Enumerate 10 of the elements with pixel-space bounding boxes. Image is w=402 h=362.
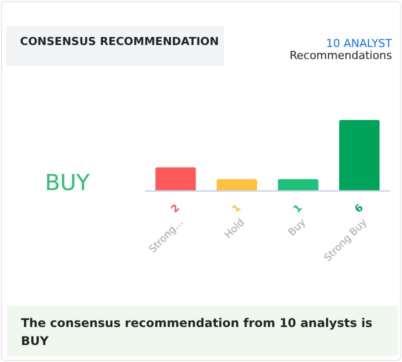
- text: BUY: [45, 171, 90, 196]
- data-label: 6: [353, 202, 366, 216]
- x-tick-label: Buy: [286, 217, 308, 238]
- text: The consensus recommendation from 10 analysts is BUY: [7, 306, 398, 356]
- text: 10 ANALYST: [326, 37, 392, 50]
- data-label: 1: [230, 202, 244, 216]
- data-label: 2: [169, 202, 182, 216]
- data-label: 1: [292, 202, 305, 216]
- text: Recommendations: [290, 49, 392, 62]
- chart-title: CONSENSUS RECOMMENDATION: [6, 26, 224, 66]
